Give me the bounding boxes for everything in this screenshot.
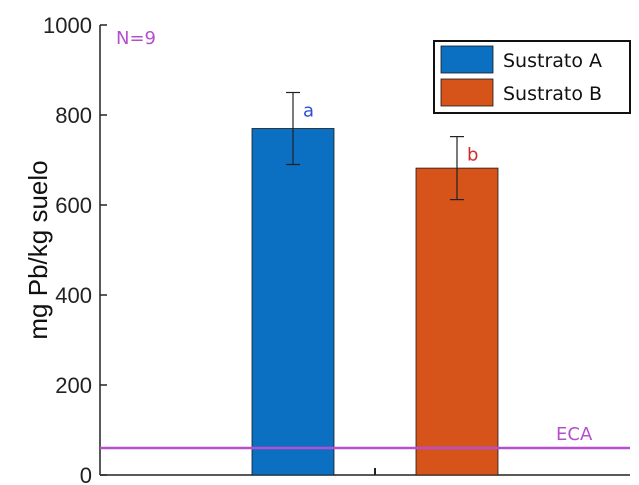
eca-label: ECA — [556, 424, 593, 445]
significance-letter: a — [303, 101, 314, 122]
y-axis-title: mg Pb/kg suelo — [23, 160, 53, 339]
y-tick-label: 800 — [55, 103, 92, 128]
axes — [99, 25, 630, 476]
y-tick-label: 600 — [55, 193, 92, 218]
bars — [251, 128, 499, 476]
legend-swatch — [440, 45, 494, 74]
error-bars — [286, 91, 464, 201]
y-ticks: 0 200 400 600 800 1000 — [43, 13, 107, 485]
sample-size-note: N=9 — [116, 28, 156, 49]
bar-sustrato-b — [415, 167, 499, 476]
legend-swatch — [440, 78, 494, 107]
bar-sustrato-a — [251, 128, 335, 476]
legend: Sustrato A Sustrato B — [433, 40, 631, 114]
legend-label: Sustrato A — [503, 50, 602, 72]
y-tick-label: 400 — [55, 283, 92, 308]
legend-items: Sustrato A Sustrato B — [440, 45, 602, 107]
significance-letter: b — [467, 145, 478, 166]
y-tick-label: 0 — [80, 463, 92, 485]
y-tick-label: 200 — [55, 373, 92, 398]
y-tick-label: 1000 — [43, 13, 92, 38]
legend-label: Sustrato B — [503, 83, 602, 105]
significance-letters: ab — [303, 101, 478, 166]
